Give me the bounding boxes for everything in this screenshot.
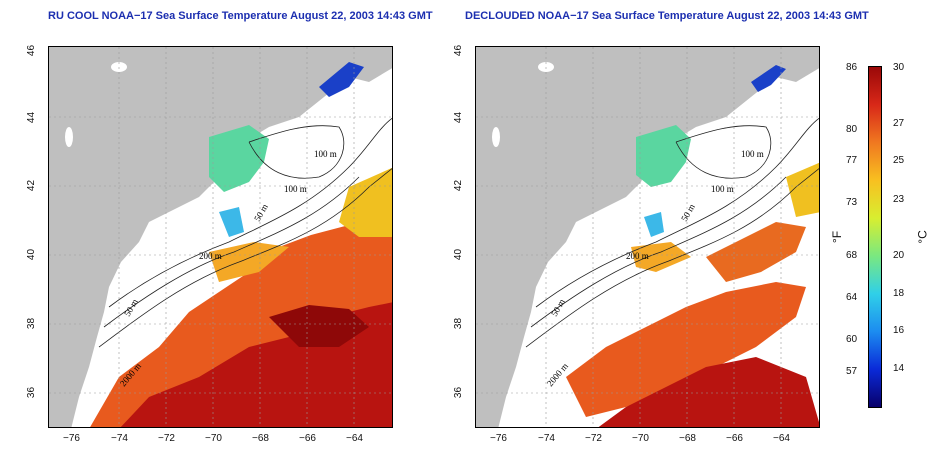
contour-label: 100 m <box>741 149 764 159</box>
c-tick: 14 <box>893 363 905 374</box>
lon-tick: −70 <box>205 433 222 444</box>
land-mass <box>49 47 379 427</box>
shelf-break-yellow <box>209 242 289 282</box>
warm-water-patch <box>706 222 806 282</box>
transition-water <box>339 167 392 237</box>
lon-tick: −64 <box>346 433 363 444</box>
bathymetry-contours <box>525 118 819 348</box>
f-tick: 80 <box>846 124 858 135</box>
contour-label: 50 m <box>549 297 567 318</box>
f-tick: 60 <box>846 334 858 345</box>
contour-label: 50 m <box>122 297 140 318</box>
cold-water-gulf <box>636 125 691 187</box>
lat-tick: 42 <box>26 179 38 192</box>
f-tick: 64 <box>846 292 858 303</box>
lon-tick: −64 <box>773 433 790 444</box>
sst-map-right: 100 m 100 m 50 m 200 m 50 m 2000 m <box>476 47 819 427</box>
contour-label: 100 m <box>711 184 734 194</box>
lon-tick: −70 <box>632 433 649 444</box>
fahrenheit-unit-label: °F <box>830 230 845 244</box>
c-tick: 16 <box>893 325 905 336</box>
contour-label: 200 m <box>626 251 649 261</box>
warm-water-patch <box>566 282 806 417</box>
f-tick: 77 <box>846 155 858 166</box>
shelf-break-yellow <box>631 242 691 272</box>
f-tick: 57 <box>846 366 858 377</box>
f-tick: 86 <box>846 62 858 73</box>
hot-water-patch <box>598 357 819 427</box>
lon-tick: −68 <box>252 433 269 444</box>
contour-label: 50 m <box>252 202 270 223</box>
sst-map-panel-ru-cool[interactable]: 100 m 100 m 50 m 200 m 50 m 2000 m <box>48 46 393 428</box>
lon-tick: −74 <box>111 433 128 444</box>
lake <box>492 127 500 147</box>
cold-water-bay-of-fundy <box>751 65 786 92</box>
lon-tick: −72 <box>585 433 602 444</box>
c-tick: 25 <box>893 155 905 166</box>
lat-tick: 46 <box>453 44 465 57</box>
lake <box>65 127 73 147</box>
c-tick: 23 <box>893 194 905 205</box>
lat-tick: 36 <box>453 386 465 399</box>
celsius-unit-label: °C <box>915 230 930 244</box>
sst-map-panel-declouded[interactable]: 100 m 100 m 50 m 200 m 50 m 2000 m <box>475 46 820 428</box>
hot-water-core <box>269 305 369 347</box>
lon-tick: −66 <box>299 433 316 444</box>
lon-tick: −68 <box>679 433 696 444</box>
f-tick: 73 <box>846 197 858 208</box>
f-tick: 68 <box>846 250 858 261</box>
land-mass <box>476 47 806 427</box>
contour-label: 50 m <box>679 202 697 223</box>
contour-label: 100 m <box>284 184 307 194</box>
cold-water-plume <box>644 212 664 237</box>
contour-label: 200 m <box>199 251 222 261</box>
cold-water-bay-of-fundy <box>319 62 364 97</box>
contour-label: 2000 m <box>545 361 570 388</box>
lat-tick: 40 <box>26 248 38 261</box>
lat-tick: 46 <box>26 44 38 57</box>
right-map-title: DECLOUDED NOAA−17 Sea Surface Temperatur… <box>465 10 869 22</box>
contour-label: 100 m <box>314 149 337 159</box>
lat-tick: 44 <box>26 111 38 124</box>
temperature-colorbar <box>868 66 882 408</box>
cold-water-gulf <box>209 125 269 192</box>
lon-tick: −74 <box>538 433 555 444</box>
lat-tick: 44 <box>453 111 465 124</box>
transition-water <box>786 162 819 217</box>
c-tick: 18 <box>893 288 905 299</box>
lon-tick: −76 <box>63 433 80 444</box>
cold-water-plume <box>219 207 244 237</box>
lon-tick: −66 <box>726 433 743 444</box>
lon-tick: −72 <box>158 433 175 444</box>
sst-map-left: 100 m 100 m 50 m 200 m 50 m 2000 m <box>49 47 392 427</box>
lat-tick: 36 <box>26 386 38 399</box>
grid-lines <box>49 47 392 427</box>
lon-tick: −76 <box>490 433 507 444</box>
c-tick: 27 <box>893 118 905 129</box>
c-tick: 30 <box>893 62 905 73</box>
bathymetry-contours <box>98 118 392 348</box>
lat-tick: 38 <box>26 317 38 330</box>
lat-tick: 40 <box>453 248 465 261</box>
lat-tick: 38 <box>453 317 465 330</box>
grid-lines <box>476 47 819 427</box>
lat-tick: 42 <box>453 179 465 192</box>
left-map-title: RU COOL NOAA−17 Sea Surface Temperature … <box>48 10 433 22</box>
c-tick: 20 <box>893 250 905 261</box>
